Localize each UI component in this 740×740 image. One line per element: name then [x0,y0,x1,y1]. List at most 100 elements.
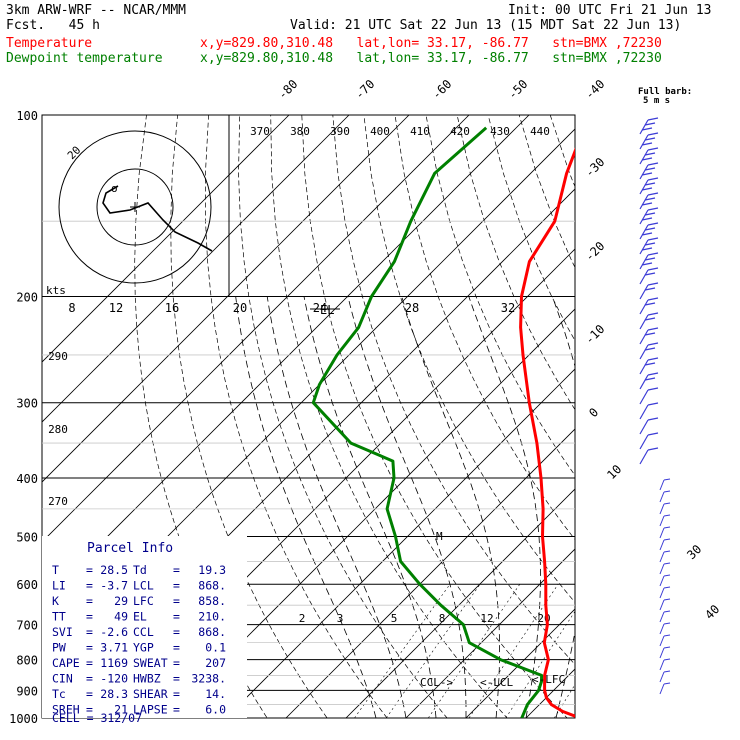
dry-adiabat [332,115,575,665]
wind-barb [659,647,665,659]
dry-adiabat [270,115,508,718]
wind-barb-flag [647,192,659,196]
wind-barb [659,623,665,635]
wind-barb [659,503,665,515]
wind-barb [639,239,649,255]
wind-barb-flag [644,212,656,216]
moist-adiabat [616,297,735,719]
isotherm-label: -80 [275,77,300,102]
parcel-key: SHEAR [133,687,168,701]
parcel-eq: = [86,579,93,593]
parcel-value: 868. [198,625,226,639]
wind-barb [639,389,649,405]
wind-barb [659,479,665,491]
wind-barb-flag [647,177,659,181]
parcel-eq: = [86,641,93,655]
parcel-key: Td [133,563,147,577]
wind-barb [659,539,665,551]
wind-barb-flag [647,282,659,286]
parcel-key: SWEAT [133,656,168,670]
pressure-label: 800 [16,654,38,668]
isotherm-label: -10 [582,322,607,347]
wind-barb-flag [644,257,656,261]
parcel-eq: = [86,703,93,717]
parcel-key: SVI [52,625,73,639]
pressure-label: 900 [16,684,38,698]
wind-barb-flag [647,252,659,256]
pressure-label: 200 [16,291,38,305]
wind-barb [639,299,649,315]
theta-label: 440 [530,125,550,138]
wind-barb-flag [663,670,671,673]
isotherm-line [465,608,575,718]
parcel-eq: = [173,656,180,670]
dry-adiabat [675,115,740,731]
parcel-info-cell: CELL = 312/07 [52,711,142,725]
hodo-units: kts [46,284,66,297]
wind-barb-flag [647,222,659,226]
parcel-value: 1169 [100,656,128,670]
ccl-marker: CCL-> [420,676,453,689]
dry-adiabat [518,115,575,269]
wind-barb [639,224,649,240]
isotherm-line [405,548,575,718]
wind-barb [659,683,665,695]
wind-barb [639,179,649,195]
dry-adiabat [363,115,575,603]
dry-adiabat [425,115,575,477]
parcel-value: 207 [205,656,226,670]
parcel-value: 0.1 [205,641,226,655]
wind-barb-flag [644,272,656,276]
parcel-eq: = [86,687,93,701]
dry-adiabat [394,115,575,541]
wind-barb [639,314,649,330]
valid-time: Valid: 21 UTC Sat 22 Jun 13 (15 MDT Sat … [290,18,682,33]
isotherm-label: 30 [684,542,704,562]
moist-adiabat [552,296,575,718]
wind-barb [639,269,649,285]
wind-barb [659,563,665,575]
pressure-label: 300 [16,397,38,411]
moist-adiabat [347,296,467,718]
parcel-key: LCL [133,579,154,593]
wind-barb-flag [644,302,656,306]
isotherm-label: -30 [582,155,607,180]
dry-adiabat-label: 270 [48,495,68,508]
isotherm-label: -40 [582,77,607,102]
wind-barb [639,134,649,150]
parcel-eq: = [86,625,93,639]
dry-adiabat [205,115,388,718]
wind-barb [639,374,649,390]
moist-adiabat [586,297,655,719]
isotherm-label: 10 [604,462,624,482]
hodo-ring-inner [96,168,174,246]
wind-barb [659,551,665,563]
parcel-eq: = [173,563,180,577]
wind-barb-flag [644,227,656,231]
wind-barb-flag [641,202,653,206]
wind-barb-flag [663,586,671,589]
parcel-key: SREH [52,703,80,717]
parcel-eq: = [86,594,93,608]
wind-barb-flag [663,658,671,661]
wind-barb [639,164,649,180]
wind-barb [639,434,649,450]
wind-barb-flag [641,187,653,191]
wind-barb-flag [644,362,656,366]
wind-barb [639,404,649,420]
wind-barb-flag [647,372,659,376]
wind-barb-flag [647,447,659,451]
isotherm-label: -20 [582,239,607,264]
parcel-key: YGP [133,641,154,655]
wind-barb-flag [663,610,671,613]
wind-barb-flag [644,377,656,381]
wind-barb-flag [647,207,659,211]
wind-barb-flag [647,117,659,121]
wind-barb [659,635,665,647]
parcel-key: Tc [52,687,66,701]
theta-label: 380 [290,125,310,138]
wind-barb-flag [644,347,656,351]
parcel-value: 19.3 [198,563,226,577]
wind-barb-flag [644,167,656,171]
